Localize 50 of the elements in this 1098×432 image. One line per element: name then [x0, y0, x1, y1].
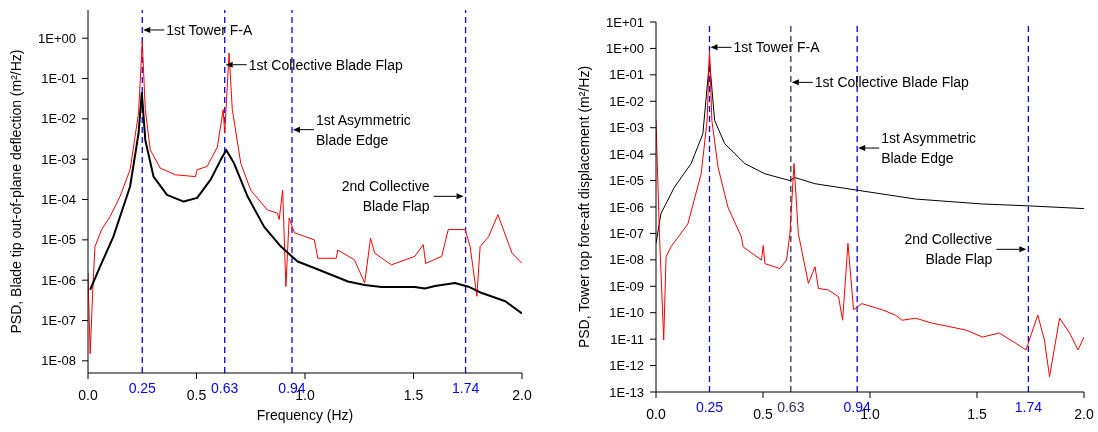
y-tick-label: 1E+01	[606, 14, 644, 30]
y-tick-label: 1E-06	[609, 199, 644, 215]
x-tick-label: 0.0	[78, 387, 98, 403]
y-tick-label: 1E-05	[609, 173, 644, 189]
y-tick-label: 1E-03	[609, 120, 644, 136]
y-tick-label: 1E-01	[609, 67, 644, 83]
y-tick-label: 1E-02	[609, 93, 644, 109]
y-tick-label: 1E-03	[41, 151, 76, 167]
y-tick-label: 1E-12	[609, 358, 644, 374]
x-tick-label: 2.0	[1074, 406, 1094, 422]
ref-line-label: 1.74	[1014, 399, 1043, 415]
y-axis-title: PSD, Blade tip out-of-plane deflection (m²/Hz)	[8, 49, 24, 334]
y-tick-label: 1E-01	[41, 71, 76, 87]
y-tick-label: 1E-10	[609, 305, 644, 321]
x-tick-label: 1.5	[403, 387, 424, 403]
annotation: 2nd Collective Blade Flap	[904, 231, 993, 268]
annotation: 1st Asymmetric Blade Edge	[315, 111, 411, 148]
y-tick-label: 1E-09	[609, 278, 644, 294]
x-tick-label: 2.0	[512, 387, 532, 403]
annotation: 1st Tower F-A	[733, 39, 821, 56]
y-tick-label: 1E-11	[610, 331, 644, 347]
y-tick-label: 1E-08	[41, 353, 76, 369]
y-tick-label: 1E-13	[609, 384, 644, 400]
x-tick-label: 0.5	[753, 406, 773, 422]
y-tick-label: 1E+00	[38, 30, 76, 46]
y-tick-label: 1E-05	[41, 232, 76, 248]
y-tick-label: 1E-06	[41, 272, 76, 288]
ref-line-label: 1.74	[451, 380, 480, 396]
x-tick-label: 0.0	[646, 406, 666, 422]
annotation: 1st Asymmetric Blade Edge	[881, 130, 977, 167]
x-tick-label: 0.5	[186, 387, 207, 403]
ref-line-label: 0.63	[211, 380, 239, 396]
y-tick-label: 1E-08	[609, 252, 644, 268]
annotation: 1st Collective Blade Flap	[248, 56, 403, 73]
x-tick-label: 1.5	[967, 406, 987, 422]
y-tick-label: 1E-02	[41, 111, 76, 127]
y-tick-label: 1E-07	[41, 313, 76, 329]
ref-line-label: 0.63	[777, 399, 805, 415]
y-tick-label: 1E-07	[609, 225, 644, 241]
x-axis-title: Frequency (Hz)	[256, 407, 354, 423]
y-axis-title: PSD, Tower top fore-aft displacement (m²/Hz)	[576, 65, 592, 349]
y-tick-label: 1E+00	[606, 40, 644, 56]
y-tick-label: 1E-04	[609, 146, 644, 162]
ref-line-label: 0.25	[695, 399, 724, 415]
annotation: 1st Collective Blade Flap	[814, 74, 970, 91]
annotation: 2nd Collective Blade Flap	[341, 178, 430, 215]
line-series	[88, 40, 522, 355]
ref-line-label: 0.25	[128, 380, 157, 396]
y-tick-label: 1E-04	[41, 192, 76, 208]
annotation: 1st Tower F-A	[166, 21, 254, 38]
